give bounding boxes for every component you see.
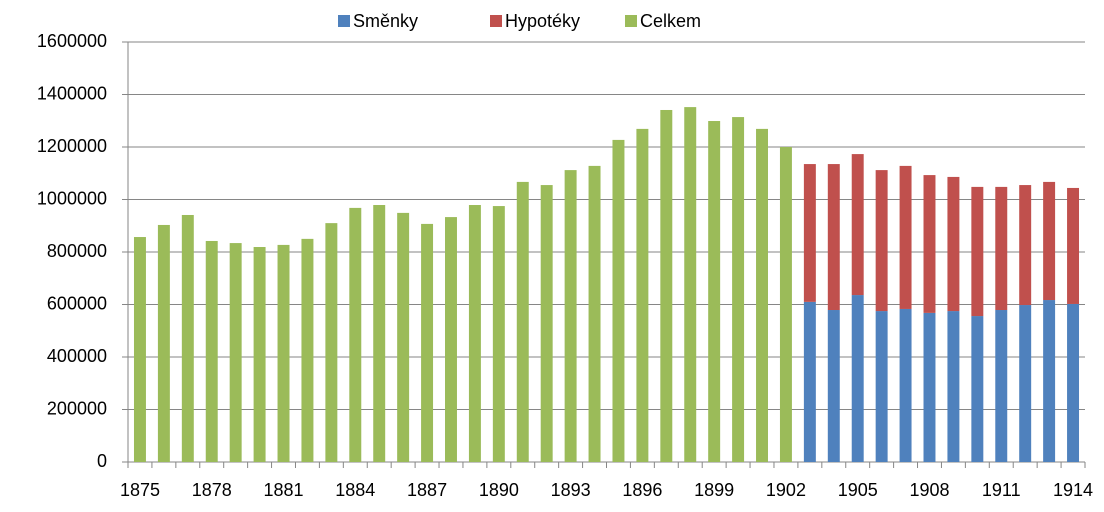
- bar: [1043, 181, 1056, 301]
- x-tick-label: 1905: [838, 480, 878, 500]
- bar: [373, 205, 386, 462]
- bar: [684, 107, 697, 462]
- bar: [468, 205, 481, 462]
- bar: [133, 237, 146, 462]
- bar: [492, 206, 505, 462]
- bar: [1019, 305, 1032, 462]
- bar: [1019, 185, 1032, 306]
- bar: [157, 224, 170, 462]
- bar: [923, 312, 936, 462]
- bar: [301, 238, 314, 462]
- bar: [397, 212, 410, 462]
- bar: [1067, 187, 1080, 304]
- bar: [205, 240, 218, 462]
- bar: [421, 223, 434, 462]
- bar: [875, 311, 888, 462]
- bar: [995, 310, 1008, 462]
- bar: [947, 176, 960, 312]
- x-tick-label: 1899: [694, 480, 734, 500]
- bar: [899, 165, 912, 309]
- x-tick-label: 1911: [982, 480, 1021, 500]
- y-tick-label: 1600000: [37, 31, 107, 51]
- y-tick-label: 1400000: [37, 83, 107, 103]
- bar: [947, 311, 960, 462]
- bar: [995, 186, 1008, 311]
- bar: [540, 185, 553, 462]
- x-tick-label: 1884: [335, 480, 375, 500]
- bar: [803, 164, 816, 302]
- bar: [875, 170, 888, 312]
- bar: [851, 154, 864, 296]
- bar: [923, 175, 936, 313]
- bar: [253, 247, 266, 462]
- y-tick-label: 400000: [47, 346, 107, 366]
- bar: [349, 207, 362, 462]
- legend-label: Celkem: [640, 11, 701, 31]
- legend-label: Směnky: [353, 11, 418, 31]
- x-tick-label: 1893: [551, 480, 591, 500]
- bar: [229, 243, 242, 462]
- y-tick-label: 800000: [47, 241, 107, 261]
- x-tick-label: 1875: [120, 480, 160, 500]
- x-tick-label: 1878: [192, 480, 232, 500]
- bar: [445, 217, 457, 462]
- bar: [971, 186, 984, 317]
- bar: [827, 164, 840, 311]
- x-tick-label: 1887: [407, 480, 447, 500]
- bar: [779, 147, 792, 462]
- x-tick-label: 1902: [766, 480, 806, 500]
- y-tick-label: 200000: [47, 398, 107, 418]
- bar: [1067, 303, 1080, 462]
- y-tick-label: 600000: [47, 293, 107, 313]
- x-tick-label: 1908: [909, 480, 949, 500]
- bar: [612, 139, 625, 462]
- y-tick-label: 1000000: [37, 188, 107, 208]
- bar: [899, 308, 912, 462]
- bar: [971, 316, 984, 462]
- legend-swatch: [338, 15, 350, 27]
- bar: [325, 223, 338, 462]
- x-tick-label: 1890: [479, 480, 519, 500]
- bar: [277, 244, 290, 462]
- bar: [732, 117, 745, 462]
- bar: [181, 214, 194, 462]
- legend-label: Hypotéky: [505, 11, 580, 31]
- bar: [756, 128, 768, 462]
- bar: [588, 165, 601, 462]
- legend-swatch: [490, 15, 502, 27]
- x-tick-label: 1881: [263, 480, 303, 500]
- bar: [516, 181, 529, 462]
- bar: [660, 109, 673, 463]
- bar: [564, 170, 577, 462]
- bar: [803, 301, 816, 462]
- x-tick-label: 1896: [622, 480, 662, 500]
- bar: [851, 295, 864, 462]
- y-tick-label: 0: [97, 451, 107, 471]
- bar: [636, 128, 649, 462]
- bar: [708, 121, 721, 462]
- legend-swatch: [625, 15, 637, 27]
- bar: [827, 310, 840, 462]
- y-tick-label: 1200000: [37, 136, 107, 156]
- x-tick-label: 1914: [1053, 480, 1093, 500]
- bar: [1043, 300, 1056, 462]
